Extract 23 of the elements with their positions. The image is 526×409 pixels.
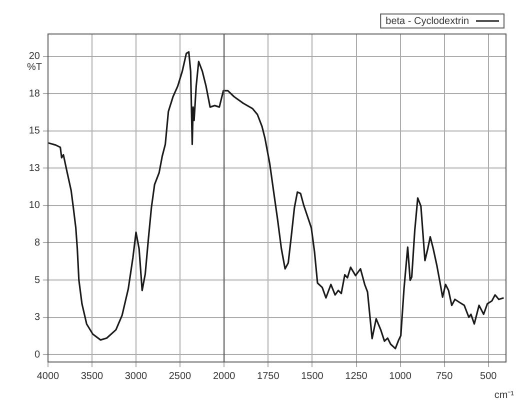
y-tick-label: 15	[28, 126, 40, 137]
x-tick-label: 4000	[36, 370, 60, 382]
x-tick-label: 3500	[80, 370, 104, 382]
y-tick-label: 20	[28, 51, 40, 62]
y-tick-label: 8	[34, 237, 40, 248]
y-tick-label: 3	[34, 312, 40, 324]
y-axis-title: %T	[27, 62, 42, 73]
y-tick-label: 10	[28, 200, 40, 212]
x-tick-label: 1250	[345, 370, 368, 382]
y-tick-label: 13	[28, 162, 40, 174]
x-axis-title: cm⁻¹	[494, 390, 515, 401]
x-tick-label: 3000	[124, 370, 148, 382]
x-tick-label: 1500	[301, 370, 324, 382]
x-tick-label: 2000	[213, 370, 236, 382]
y-tick-label: 18	[28, 88, 40, 100]
y-tick-label: 0	[34, 349, 40, 360]
legend-label: beta - Cyclodextrin	[386, 16, 470, 27]
x-tick-label: 1750	[257, 370, 280, 382]
x-tick-label: 2500	[168, 370, 192, 382]
y-tick-label: 5	[34, 274, 40, 286]
x-tick-label: 500	[480, 370, 498, 382]
x-tick-label: 1000	[389, 370, 412, 382]
x-tick-label: 750	[436, 370, 454, 382]
